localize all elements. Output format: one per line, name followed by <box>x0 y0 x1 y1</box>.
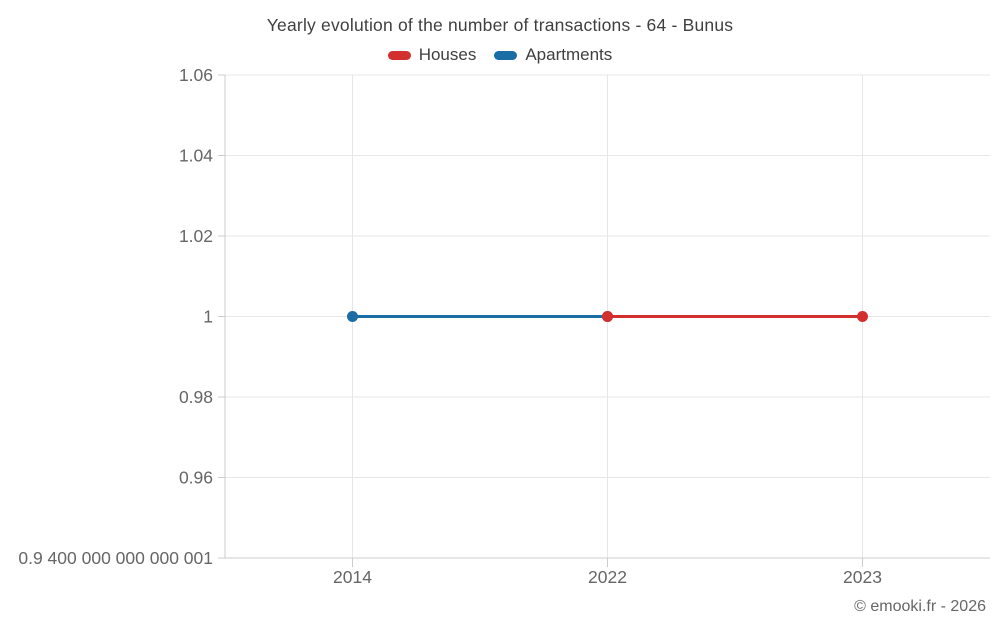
legend-item-houses[interactable]: Houses <box>387 45 477 65</box>
y-axis-label: 1.06 <box>179 65 213 85</box>
chart-title: Yearly evolution of the number of transa… <box>266 15 734 35</box>
attribution: © emooki.fr - 2026 <box>854 598 986 615</box>
data-point-houses[interactable] <box>602 311 613 322</box>
legend: Houses Apartments <box>0 45 1000 65</box>
legend-label: Houses <box>418 45 477 64</box>
y-axis-label: 0.9 400 000 000 000 001 <box>18 548 213 568</box>
y-axis-label: 1.02 <box>179 226 213 246</box>
y-axis-label: 1.04 <box>179 146 213 166</box>
x-axis-label: 2022 <box>588 567 627 587</box>
data-point-apartments[interactable] <box>347 311 358 322</box>
legend-swatch-icon <box>494 50 518 60</box>
x-axis-label: 2014 <box>333 567 372 587</box>
x-axis-label: 2023 <box>843 567 882 587</box>
legend-item-apartments[interactable]: Apartments <box>494 45 612 65</box>
legend-swatch-icon <box>387 50 411 60</box>
data-point-houses[interactable] <box>857 311 868 322</box>
y-axis-label: 0.96 <box>179 468 213 488</box>
y-axis-label: 0.98 <box>179 387 213 407</box>
legend-label: Apartments <box>525 45 613 64</box>
y-axis-label: 1 <box>203 307 213 327</box>
